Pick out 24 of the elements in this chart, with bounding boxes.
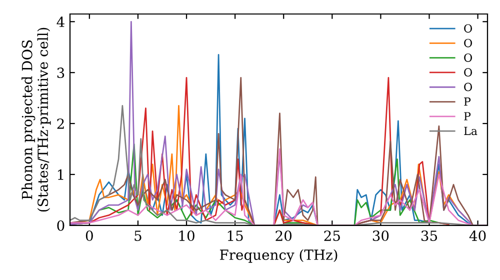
legend-label: O: [464, 24, 472, 33]
y-tick-label: 4: [56, 16, 64, 27]
x-tick-label: 5: [134, 230, 142, 242]
x-tick-label: 20: [276, 230, 292, 242]
x-tick-label: 0: [86, 230, 93, 242]
y-axis-title: Phonon projected DOS (States/THz·primitive cell): [22, 28, 51, 212]
legend-label: O: [464, 82, 472, 92]
y-tick-label: 3: [57, 68, 64, 78]
x-tick-label: 30: [372, 230, 389, 242]
y-tick-label: 2: [57, 118, 64, 129]
y-tick-label: 0: [57, 220, 64, 231]
y-tick-label: 1: [58, 169, 64, 180]
x-tick-label: 25: [324, 230, 340, 242]
x-axis-title: Frequency (THz): [220, 249, 338, 263]
legend-label: P: [464, 112, 471, 120]
x-tick-label: 40: [469, 230, 486, 242]
legend-label: La: [464, 126, 478, 136]
legend-label: O: [464, 53, 472, 62]
x-tick-label: 15: [228, 230, 243, 242]
x-tick-label: 10: [179, 230, 194, 242]
legend-label: O: [464, 68, 472, 77]
x-tick-label: 35: [421, 230, 438, 242]
legend-label: P: [464, 98, 471, 106]
legend-label: O: [464, 38, 472, 48]
